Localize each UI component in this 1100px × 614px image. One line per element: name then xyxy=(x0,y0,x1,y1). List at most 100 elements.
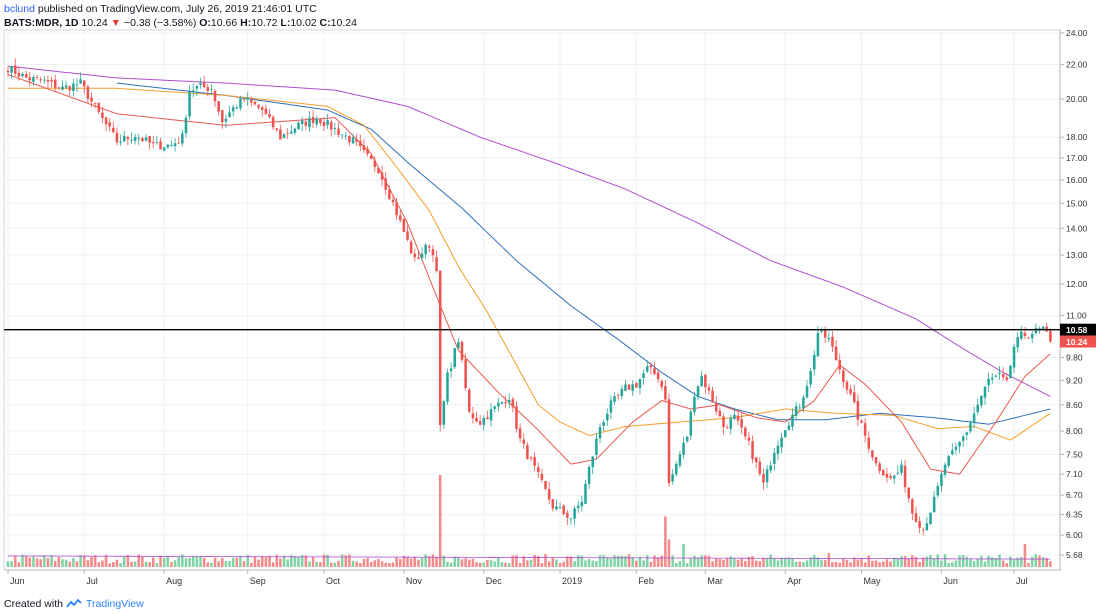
volume-bar xyxy=(896,558,900,567)
candle-body xyxy=(152,142,155,144)
volume-bar xyxy=(958,555,961,567)
candle-body xyxy=(580,501,584,507)
candle-body xyxy=(762,473,765,483)
candle-body xyxy=(598,427,602,439)
candle-body xyxy=(144,137,148,141)
candle-body xyxy=(199,82,202,85)
candle-body xyxy=(664,386,667,400)
candle-body xyxy=(998,372,1001,374)
volume-bar xyxy=(573,561,576,567)
candle-body xyxy=(97,102,101,113)
volume-bar xyxy=(290,555,293,567)
y-tick-label: 5.68 xyxy=(1066,550,1083,560)
candle-body xyxy=(725,427,729,429)
candle-body xyxy=(413,253,417,258)
candle-body xyxy=(35,77,39,79)
candle-body xyxy=(82,80,86,87)
volume-bar xyxy=(144,561,148,567)
volume-bar xyxy=(64,559,68,567)
volume-bar xyxy=(50,555,53,567)
volume-bar xyxy=(380,561,384,567)
time-axis[interactable]: Jun Jul Aug Sep Oct Nov Dec 2019 Feb Mar Apr May Jun… xyxy=(7,570,1028,586)
candle-body xyxy=(769,465,772,471)
candle-body xyxy=(159,141,162,150)
volume-bar xyxy=(536,555,540,567)
volume-bar xyxy=(802,562,805,567)
candle-body xyxy=(43,79,46,81)
candle-body xyxy=(718,410,722,417)
volume-bar xyxy=(558,563,562,567)
candle-body xyxy=(616,394,620,396)
volume-bar xyxy=(740,558,743,567)
candle-body xyxy=(32,77,35,82)
candle-body xyxy=(660,380,664,387)
volume-bar xyxy=(166,556,170,567)
volume-bar xyxy=(152,557,155,567)
volume-bar xyxy=(46,558,50,567)
volume-bar xyxy=(696,557,700,567)
candle-body xyxy=(333,128,337,129)
candle-body xyxy=(896,472,900,474)
candle-body xyxy=(972,413,976,423)
candle-body xyxy=(257,104,260,108)
candle-body xyxy=(184,117,188,134)
volume-bar xyxy=(689,558,693,567)
volume-bar xyxy=(769,554,772,567)
candle-body xyxy=(758,461,762,474)
tradingview-brand[interactable]: TradingView xyxy=(85,598,144,610)
volume-bar xyxy=(1016,557,1019,567)
candle-body xyxy=(744,427,747,437)
volume-bar xyxy=(809,557,812,567)
volume-bar xyxy=(119,563,122,567)
volume-bar xyxy=(547,561,551,567)
author-link[interactable]: bclund xyxy=(4,3,35,15)
price-chart[interactable]: 24.00 22.00 20.00 18.00 17.00 16.00 15.00 14.00… xyxy=(0,0,1100,596)
candle-body xyxy=(391,199,395,203)
candle-body xyxy=(990,377,994,380)
volume-bar xyxy=(460,559,464,567)
volume-bar xyxy=(199,556,202,567)
candle-body xyxy=(428,246,431,248)
candle-body xyxy=(889,476,892,479)
x-tick-label: Aug xyxy=(166,576,182,586)
volume-bar xyxy=(304,555,308,567)
volume-bar xyxy=(631,556,634,567)
candle-body xyxy=(104,117,108,125)
volume-bar xyxy=(329,562,333,567)
y-tick-label: 13.00 xyxy=(1066,250,1088,260)
volume-bar xyxy=(184,558,188,567)
volume-bar xyxy=(798,561,802,567)
candle-body xyxy=(409,241,413,254)
volume-bar xyxy=(17,562,21,567)
volume-bar xyxy=(990,557,994,567)
candle-body xyxy=(736,415,740,421)
candle-body xyxy=(805,385,809,398)
volume-bar xyxy=(297,556,300,567)
candle-body xyxy=(311,117,315,124)
candle-body xyxy=(925,523,929,531)
volume-bar xyxy=(776,560,780,567)
candle-body xyxy=(994,375,998,377)
volume-bar xyxy=(467,559,471,567)
candle-body xyxy=(1020,331,1023,339)
volume-bar xyxy=(6,561,10,567)
candle-body xyxy=(239,98,242,109)
volume-bar xyxy=(300,554,304,567)
volume-bar xyxy=(155,563,159,567)
candle-body xyxy=(471,413,475,419)
volume-bar xyxy=(406,556,409,567)
candle-body xyxy=(271,117,275,128)
candle-body xyxy=(547,489,551,500)
candle-body xyxy=(591,456,595,468)
volume-bar xyxy=(518,562,522,567)
candle-body xyxy=(57,87,61,89)
candle-body xyxy=(882,470,885,476)
candle-body xyxy=(794,406,798,416)
price-axis[interactable]: 24.00 22.00 20.00 18.00 17.00 16.00 15.00 14.00… xyxy=(1060,28,1096,560)
volume-bar xyxy=(170,562,173,567)
high-label: H: xyxy=(240,17,252,29)
candle-body xyxy=(395,202,398,216)
candle-body xyxy=(10,66,13,73)
volume-bar xyxy=(725,558,729,567)
volume-bar xyxy=(457,557,460,567)
